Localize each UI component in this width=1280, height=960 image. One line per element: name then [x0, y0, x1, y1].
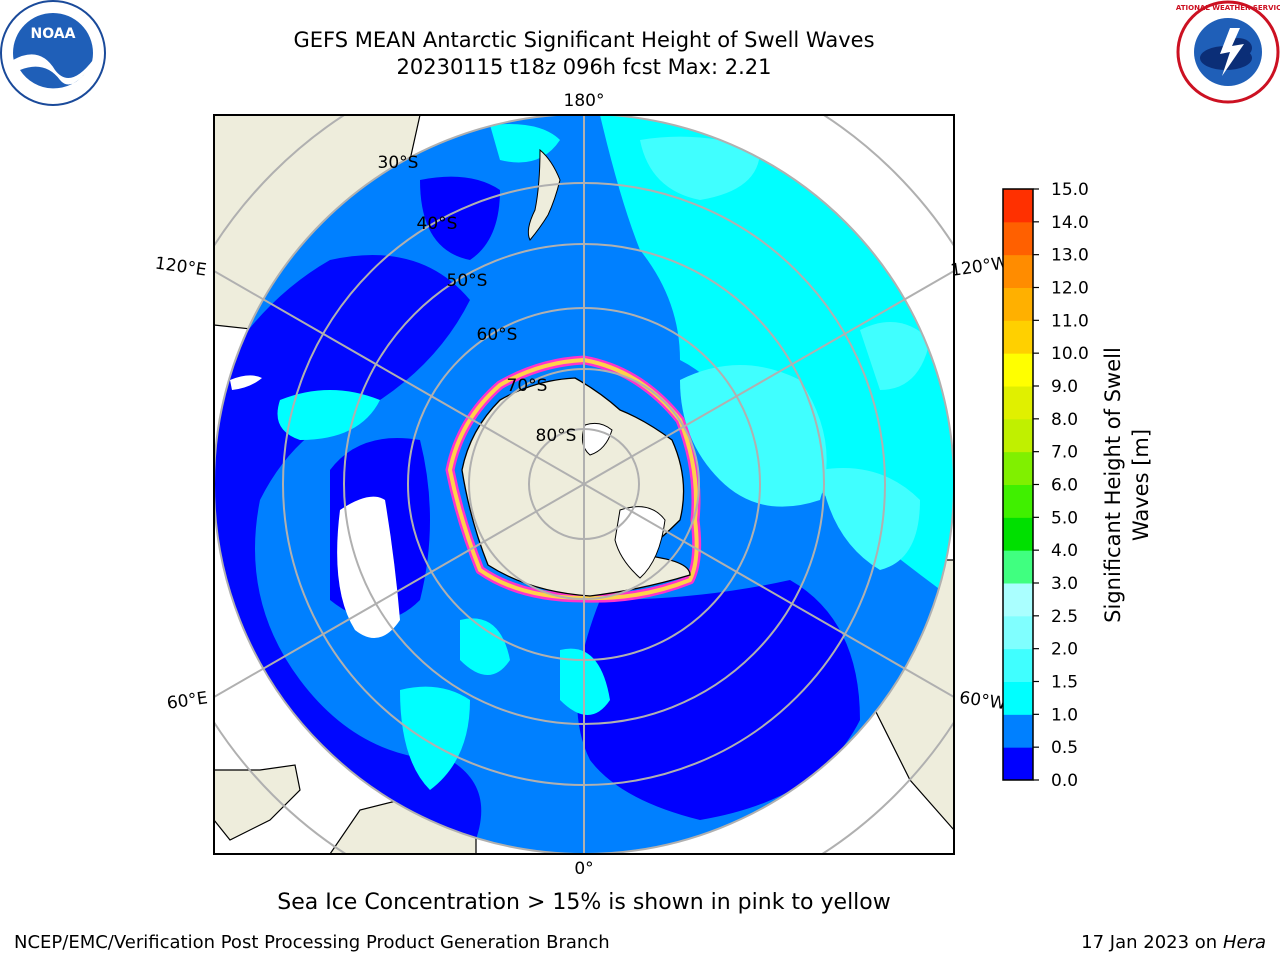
noaa-logo: NOAA [0, 0, 106, 106]
lat-label-60s: 60°S [477, 325, 518, 345]
footer-date-text: 17 Jan 2023 on [1081, 932, 1223, 953]
lon-label-0: 0° [574, 859, 593, 879]
colorbar-tick-label: 14.0 [1051, 213, 1089, 233]
ross-ice-shelf [581, 422, 613, 456]
colorbar-segment [1003, 353, 1033, 387]
colorbar-tick-label: 15.0 [1051, 180, 1089, 200]
colorbar-segment [1003, 287, 1033, 321]
lat-label-40s: 40°S [417, 214, 458, 234]
colorbar-segment [1003, 418, 1033, 453]
colorbar-segment [1003, 517, 1033, 551]
colorbar-tick-label: 0.0 [1051, 771, 1078, 791]
sea-ice-caption: Sea Ice Concentration > 15% is shown in … [277, 890, 891, 915]
footer-host: Hera [1222, 932, 1266, 953]
swell-field [214, 115, 954, 854]
colorbar-segment [1003, 615, 1033, 650]
chart-title: GEFS MEAN Antarctic Significant Height o… [293, 28, 875, 52]
lat-label-30s: 30°S [378, 153, 419, 173]
colorbar-segment [1003, 254, 1033, 288]
nws-logo-text: NATIONAL WEATHER SERVICE [1176, 4, 1280, 12]
new-zealand-landmass [527, 148, 561, 241]
colorbar-segment [1003, 550, 1033, 584]
footer-branch: NCEP/EMC/Verification Post Processing Pr… [14, 932, 610, 953]
colorbar-label-line1: Significant Height of Swell [1101, 347, 1125, 623]
colorbar-tick-label: 5.0 [1051, 508, 1078, 528]
map-frame [213, 114, 955, 855]
colorbar-tick-label: 10.0 [1051, 344, 1089, 364]
colorbar-tick-label: 0.5 [1051, 738, 1078, 758]
lon-label-60e: 60°E [166, 688, 209, 713]
noaa-logo-text: NOAA [31, 26, 76, 42]
colorbar-segment [1003, 484, 1033, 518]
nws-logo: NATIONAL WEATHER SERVICE [1176, 0, 1280, 104]
colorbar-tick-label: 11.0 [1051, 311, 1089, 331]
colorbar-tick-label: 2.0 [1051, 640, 1078, 660]
lon-label-120e: 120°E [154, 254, 208, 281]
colorbar-tick-label: 4.0 [1051, 541, 1078, 561]
colorbar-segment [1003, 386, 1033, 420]
lat-label-80s: 80°S [536, 426, 577, 446]
colorbar-segment [1003, 648, 1033, 682]
lon-label-60w: 60°W [958, 688, 1007, 714]
colorbar-tick-label: 6.0 [1051, 476, 1078, 496]
colorbar-segment [1003, 451, 1033, 485]
colorbar-tick-label: 13.0 [1051, 246, 1089, 266]
colorbar-tick-label: 12.0 [1051, 279, 1089, 299]
colorbar-segment [1003, 747, 1033, 781]
colorbar-tick-label: 1.0 [1051, 705, 1078, 725]
lon-label-120w: 120°W [949, 253, 1009, 281]
colorbar-tick-label: 8.0 [1051, 410, 1078, 430]
colorbar-segment [1003, 714, 1033, 748]
graticule [214, 115, 954, 854]
footer-date: 17 Jan 2023 on Hera [1081, 932, 1266, 953]
colorbar-tick-label: 7.0 [1051, 443, 1078, 463]
lat-label-70s: 70°S [507, 376, 548, 396]
madagascar-landmass [214, 764, 301, 841]
lat-label-50s: 50°S [447, 271, 488, 291]
colorbar-segment [1003, 320, 1033, 354]
lon-label-180: 180° [564, 91, 605, 111]
chart-subtitle: 20230115 t18z 096h fcst Max: 2.21 [396, 55, 772, 79]
colorbar: 0.0 0.5 1.0 1.5 2.0 2.5 3.0 4.0 5.0 6.0 7.0 8.0 9.0 1… [1002, 180, 1089, 791]
colorbar-tick-label: 1.5 [1051, 673, 1078, 693]
colorbar-tick-label: 3.0 [1051, 574, 1078, 594]
colorbar-segment [1003, 221, 1033, 256]
colorbar-label-line2: Waves [m] [1129, 429, 1153, 541]
colorbar-segment [1003, 681, 1033, 715]
colorbar-tick-label: 2.5 [1051, 607, 1078, 627]
colorbar-segment [1003, 189, 1033, 223]
colorbar-tick-label: 9.0 [1051, 377, 1078, 397]
colorbar-segment [1003, 583, 1033, 617]
